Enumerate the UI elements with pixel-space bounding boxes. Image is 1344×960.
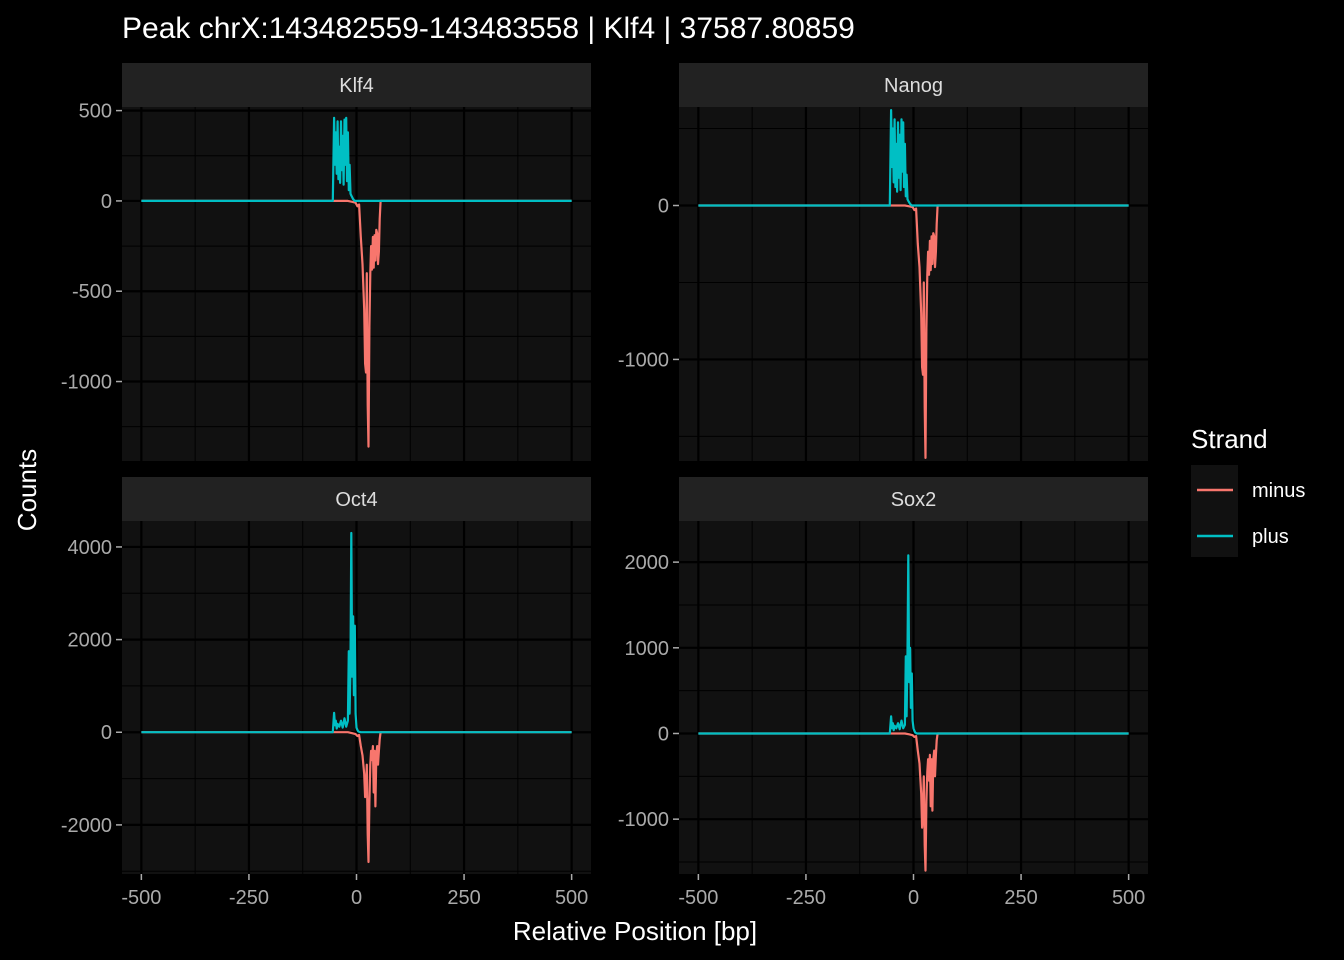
x-tick-label: -250	[786, 887, 826, 909]
facet-label: Oct4	[335, 489, 377, 511]
y-tick-label: 0	[658, 723, 669, 745]
y-tick-label: 0	[101, 722, 112, 744]
x-tick-label: 500	[1112, 887, 1145, 909]
legend-label-plus: plus	[1252, 526, 1289, 548]
y-tick-label: 2000	[68, 630, 113, 652]
legend-label-minus: minus	[1252, 480, 1305, 502]
x-tick-label: 250	[1004, 887, 1037, 909]
y-tick-label: 2000	[625, 552, 670, 574]
facet-label: Klf4	[339, 75, 373, 97]
panel-nanog: Nanog 0 -1000	[618, 63, 1148, 461]
facet-strip	[679, 63, 1148, 107]
y-tick-label: 1000	[625, 638, 670, 660]
panel-klf4: Klf4 500 0 -500 -1000	[61, 63, 591, 461]
panel-sox2: Sox2 2000 1000 0 -1000 -500 -250 0 250 500	[618, 477, 1148, 909]
facet-label: Sox2	[891, 489, 937, 511]
facet-strip	[679, 477, 1148, 521]
chart-title: Peak chrX:143482559-143483558 | Klf4 | 3…	[122, 12, 855, 45]
y-tick-label: 4000	[68, 537, 113, 559]
facet-label: Nanog	[884, 75, 943, 97]
y-tick-label: -1000	[61, 372, 112, 394]
series-line-plus	[698, 554, 1129, 735]
series-line-minus	[141, 199, 572, 448]
y-tick-label: -2000	[61, 815, 112, 837]
series-line-plus	[141, 116, 572, 202]
y-tick-label: 0	[101, 191, 112, 213]
series-line-plus	[141, 531, 572, 734]
x-tick-label: -250	[229, 887, 269, 909]
x-tick-label: 0	[908, 887, 919, 909]
facet-strip	[122, 477, 591, 521]
facet-panels: Klf4 500 0 -500 -1000 Nanog 0 -1000 Oct4 4000 2000…	[61, 63, 1148, 909]
series-line-minus	[698, 732, 1129, 872]
y-tick-label: -1000	[618, 809, 669, 831]
x-tick-label: -500	[678, 887, 718, 909]
y-tick-label: -1000	[618, 349, 669, 371]
legend-key-background	[1191, 465, 1238, 557]
x-tick-label: -500	[121, 887, 161, 909]
facet-strip	[122, 63, 591, 107]
series-line-plus	[698, 108, 1129, 207]
y-tick-label: 0	[658, 196, 669, 218]
y-tick-label: 500	[79, 101, 112, 123]
series-line-minus	[141, 731, 572, 864]
legend-title: Strand	[1191, 424, 1268, 454]
y-tick-label: -500	[72, 281, 112, 303]
panel-oct4: Oct4 4000 2000 0 -2000 -500 -250 0 250 500	[61, 477, 591, 909]
series-line-minus	[698, 204, 1129, 459]
x-tick-label: 0	[351, 887, 362, 909]
x-tick-label: 500	[555, 887, 588, 909]
x-axis-label: Relative Position [bp]	[513, 916, 757, 946]
x-tick-label: 250	[447, 887, 480, 909]
legend: Strand minus plus	[1191, 424, 1305, 557]
y-axis-label: Counts	[12, 449, 42, 531]
